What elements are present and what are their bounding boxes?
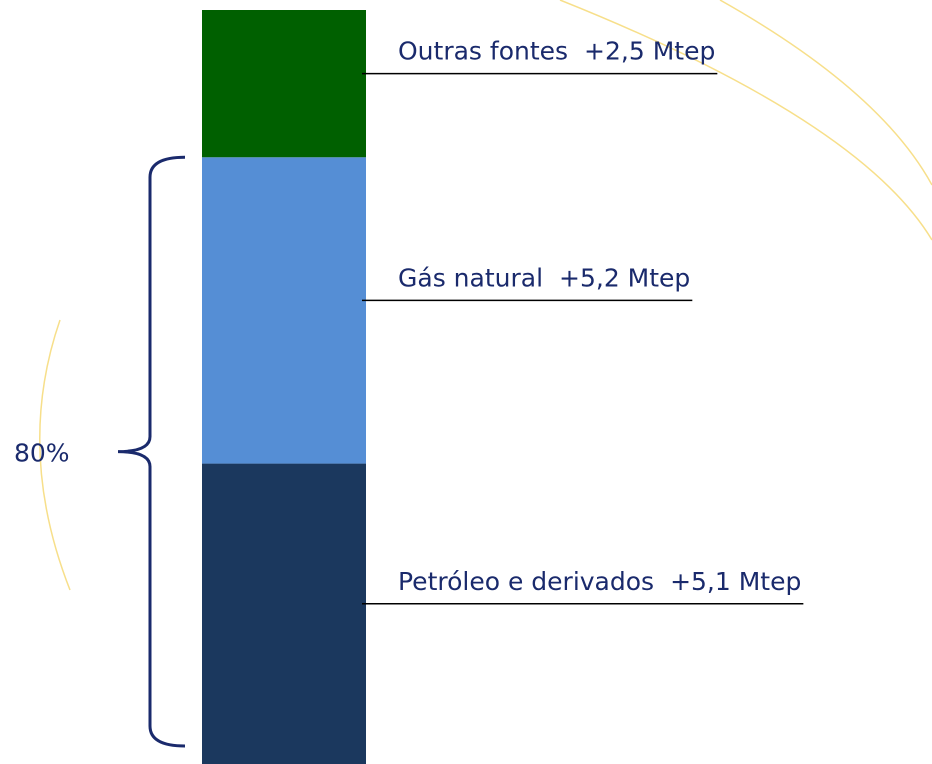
- bar-segment: [202, 157, 366, 464]
- decoration: [39, 0, 932, 591]
- segment-label: Gás natural: [398, 263, 543, 292]
- bar-segment: [202, 463, 366, 764]
- value-label: +2,5 Mtep: [584, 37, 715, 66]
- segment-label: Petróleo e derivados: [398, 567, 654, 596]
- bar-segment: [202, 10, 366, 158]
- decorative-arc: [719, 0, 932, 186]
- value-label: +5,1 Mtep: [670, 567, 801, 596]
- value-label: +5,2 Mtep: [559, 263, 690, 292]
- decorative-arc: [39, 319, 71, 591]
- decorative-arc: [559, 0, 932, 241]
- annotation: 80%: [14, 439, 70, 468]
- segment-label: Outras fontes: [398, 37, 568, 66]
- brace: [117, 155, 186, 748]
